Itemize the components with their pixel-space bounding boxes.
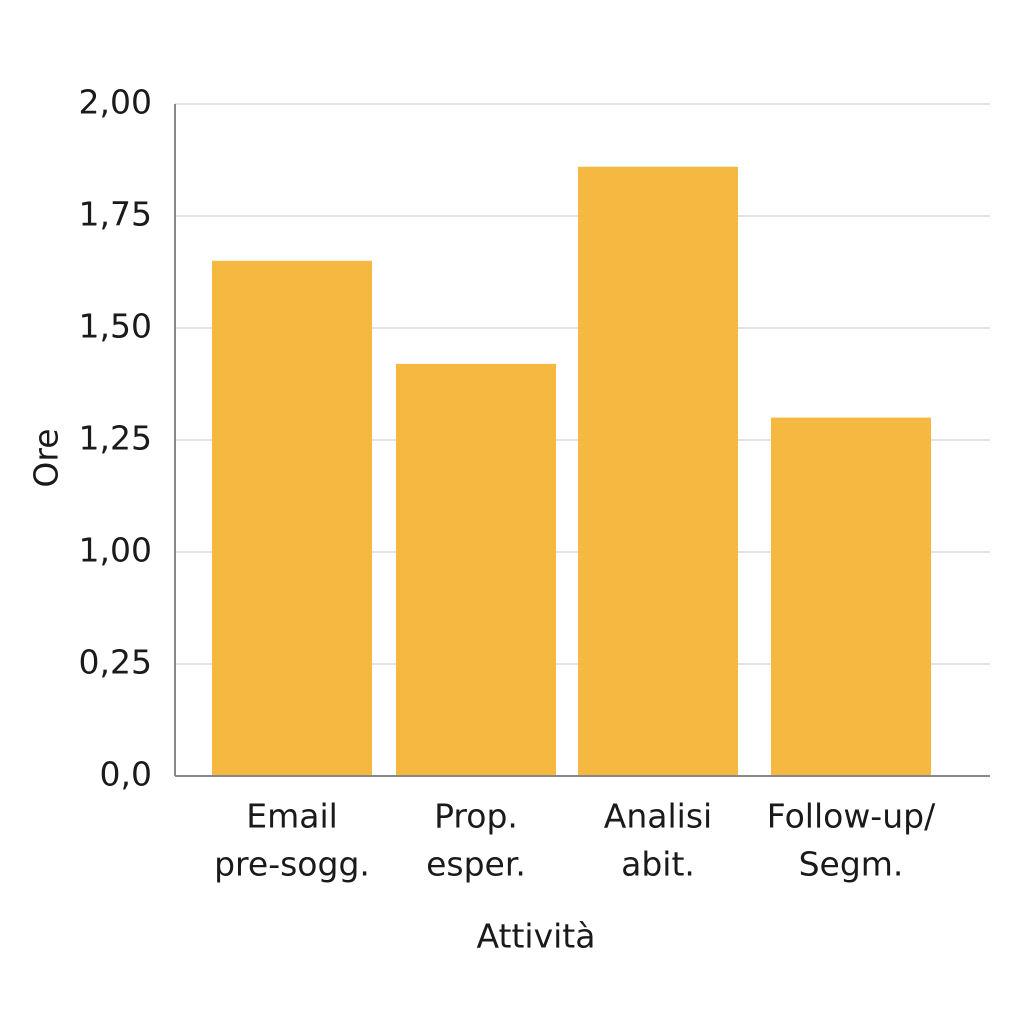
y-tick-label: 2,00 — [79, 83, 152, 122]
x-tick-label: abit. — [621, 845, 695, 884]
y-tick-label: 1,25 — [79, 419, 152, 458]
y-axis-title: Ore — [27, 428, 66, 487]
y-tick-label: 1,00 — [79, 531, 152, 570]
x-tick-label: pre-sogg. — [214, 845, 370, 884]
y-tick-label: 1,75 — [79, 195, 152, 234]
y-tick-label: 0,25 — [79, 643, 152, 682]
bar — [212, 260, 372, 776]
x-tick-label: Follow-up/ — [767, 797, 936, 836]
x-tick-label: Analisi — [604, 797, 712, 836]
x-tick-label: Email — [246, 797, 338, 836]
bar — [771, 417, 931, 776]
x-tick-label: esper. — [426, 845, 526, 884]
x-tick-label: Prop. — [434, 797, 518, 836]
x-tick-label: Segm. — [799, 845, 904, 884]
x-axis-title: Attività — [477, 917, 596, 956]
y-tick-label: 1,50 — [79, 307, 152, 346]
y-tick-label: 0,0 — [100, 755, 152, 794]
bar — [578, 166, 738, 777]
bar — [396, 363, 556, 776]
